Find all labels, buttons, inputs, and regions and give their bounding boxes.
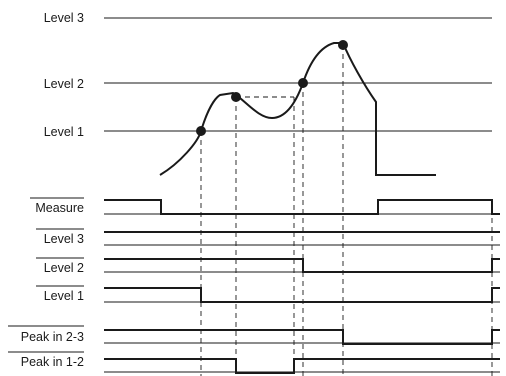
level-2-label: Level 2	[44, 77, 84, 91]
level-1-signal-label: Level 1	[44, 289, 84, 303]
peak-1-2-signal-label: Peak in 1-2	[21, 355, 84, 369]
level-1-waveform	[104, 287, 500, 303]
measure-waveform	[104, 199, 500, 215]
level-3-signal-label: Level 3	[44, 232, 84, 246]
level-1-label: Level 1	[44, 125, 84, 139]
level-2-signal-label: Level 2	[44, 261, 84, 275]
measure-signal-label: Measure	[35, 201, 84, 215]
level-3-label: Level 3	[44, 11, 84, 25]
level-2-waveform	[104, 258, 500, 273]
peak-2-3-signal-label: Peak in 2-3	[21, 330, 84, 344]
measurement-curve	[159, 42, 436, 176]
peak-2-3-waveform	[104, 329, 500, 345]
peak-1-2-waveform	[104, 358, 500, 374]
